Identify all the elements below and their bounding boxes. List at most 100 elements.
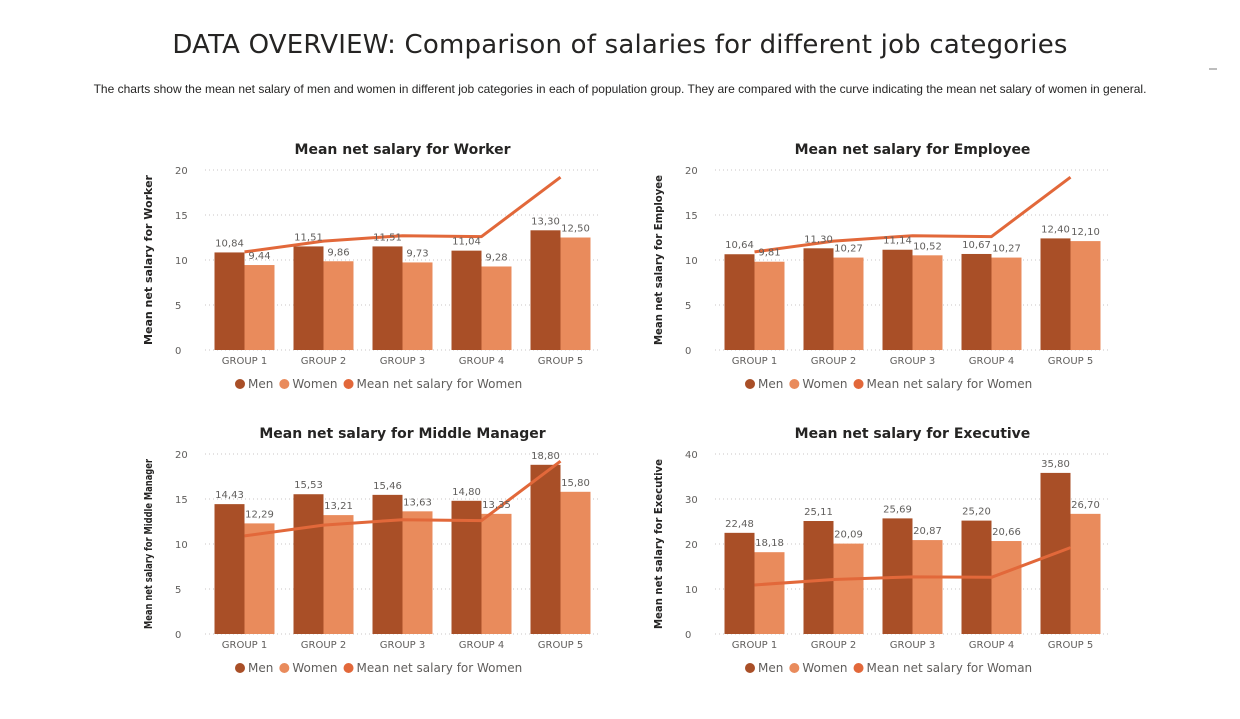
legend-marker: [343, 663, 354, 673]
bar-women: [833, 257, 864, 350]
bar-women: [244, 523, 275, 634]
legend-marker: [235, 379, 245, 389]
legend-label: Mean net salary for Woman: [867, 661, 1033, 675]
x-tick-label: GROUP 3: [380, 356, 425, 367]
chart-title: Mean net salary for Executive: [795, 426, 1031, 442]
y-tick-label: 10: [175, 540, 188, 551]
data-label-women: 12,29: [245, 509, 274, 520]
bar-men: [961, 253, 992, 350]
line-women-general: [754, 176, 1072, 254]
data-label-men: 10,84: [215, 238, 244, 249]
legend-label: Mean net salary for Women: [357, 377, 523, 391]
legend-marker: [343, 379, 354, 389]
data-label-men: 22,48: [725, 519, 754, 530]
x-tick-label: GROUP 2: [811, 356, 856, 367]
bar-men: [724, 254, 755, 350]
bar-women: [402, 511, 433, 634]
page-title: DATA OVERVIEW: Comparison of salaries fo…: [172, 30, 1068, 60]
bar-men: [803, 248, 834, 350]
legend-marker: [789, 663, 800, 673]
x-tick-label: GROUP 4: [969, 356, 1014, 367]
legend-marker: [745, 663, 755, 673]
data-label-women: 13,21: [324, 501, 353, 512]
bar-women: [560, 491, 591, 634]
chart-svg: Mean net salary for Executive 0 10 20 30 40 Me…: [652, 426, 1110, 675]
legend-label: Women: [802, 661, 847, 675]
bar-men: [372, 246, 403, 350]
chart-executive[interactable]: Mean net salary for Executive 0 10 20 30 40 Me…: [640, 419, 1240, 709]
chart-employee[interactable]: Mean net salary for Employee 0 5 10 15 20 Mean…: [640, 135, 1240, 425]
bar-men: [214, 504, 245, 634]
data-label-men: 15,46: [373, 481, 402, 492]
x-tick-label: GROUP 5: [538, 640, 583, 651]
bar-men: [882, 249, 913, 350]
legend-marker: [853, 379, 864, 389]
bar-men: [803, 521, 834, 634]
bar-women: [481, 266, 512, 350]
data-label-women: 20,09: [834, 530, 863, 541]
y-tick-label: 20: [175, 166, 188, 177]
legend-label: Women: [292, 377, 337, 391]
corner-menu-dash[interactable]: [1209, 68, 1217, 70]
y-tick-label: 5: [175, 585, 181, 596]
legend-marker: [789, 379, 800, 389]
y-tick-label: 40: [685, 450, 698, 461]
line-women-general: [244, 176, 562, 254]
y-tick-label: 15: [175, 211, 188, 222]
data-label-women: 26,70: [1071, 500, 1100, 511]
data-label-men: 25,11: [804, 507, 833, 518]
data-label-men: 14,43: [215, 490, 244, 501]
data-label-men: 11,51: [373, 232, 402, 243]
chart-middle-manager[interactable]: Mean net salary for Middle Manager 0 5 10 15…: [130, 419, 730, 709]
data-label-women: 13,63: [403, 497, 432, 508]
bar-women: [560, 237, 591, 350]
x-tick-label: GROUP 1: [222, 640, 267, 651]
data-label-men: 14,80: [452, 487, 481, 498]
line-women-general: [244, 460, 562, 538]
y-tick-label: 0: [175, 630, 181, 641]
bar-men: [372, 494, 403, 634]
y-tick-label: 10: [685, 256, 698, 267]
y-tick-label: 10: [175, 256, 188, 267]
x-tick-label: GROUP 5: [538, 356, 583, 367]
data-label-men: 12,40: [1041, 224, 1070, 235]
y-tick-label: 20: [685, 540, 698, 551]
chart-svg: Mean net salary for Employee 0 5 10 15 20 Mean…: [652, 142, 1110, 391]
bar-men: [214, 252, 245, 350]
bar-men: [530, 464, 561, 634]
bar-women: [991, 257, 1022, 350]
legend-label: Mean net salary for Women: [357, 661, 523, 675]
legend-label: Mean net salary for Women: [867, 377, 1033, 391]
chart-svg: Mean net salary for Worker 0 5 10 15 20 Mean n…: [142, 142, 600, 391]
bar-women: [323, 515, 354, 634]
data-label-women: 10,27: [992, 244, 1021, 255]
legend-marker: [745, 379, 755, 389]
data-label-men: 11,14: [883, 236, 912, 247]
data-label-men: 13,30: [531, 216, 560, 227]
line-women-general: [754, 546, 1072, 587]
y-axis-label: Mean net salary for Employee: [652, 175, 665, 345]
bar-women: [754, 261, 785, 350]
bar-women: [991, 541, 1022, 634]
y-tick-label: 20: [175, 450, 188, 461]
bar-men: [451, 250, 482, 350]
data-label-men: 25,20: [962, 507, 991, 518]
y-tick-label: 20: [685, 166, 698, 177]
bar-women: [323, 261, 354, 350]
y-tick-label: 0: [685, 630, 691, 641]
legend-marker: [279, 379, 290, 389]
x-tick-label: GROUP 3: [890, 356, 935, 367]
y-tick-label: 15: [685, 211, 698, 222]
chart-svg: Mean net salary for Middle Manager 0 5 10 15…: [142, 426, 600, 675]
data-label-women: 13,35: [482, 500, 511, 511]
y-tick-label: 30: [685, 495, 698, 506]
bar-men: [724, 532, 755, 634]
chart-worker[interactable]: Mean net salary for Worker 0 5 10 15 20 Mean n…: [130, 135, 730, 425]
bar-women: [912, 540, 943, 634]
legend-marker: [279, 663, 290, 673]
page-subtitle: The charts show the mean net salary of m…: [93, 82, 1147, 96]
bar-women: [1070, 513, 1101, 634]
bar-men: [293, 494, 324, 634]
bar-women: [1070, 241, 1101, 350]
bar-men: [530, 230, 561, 350]
